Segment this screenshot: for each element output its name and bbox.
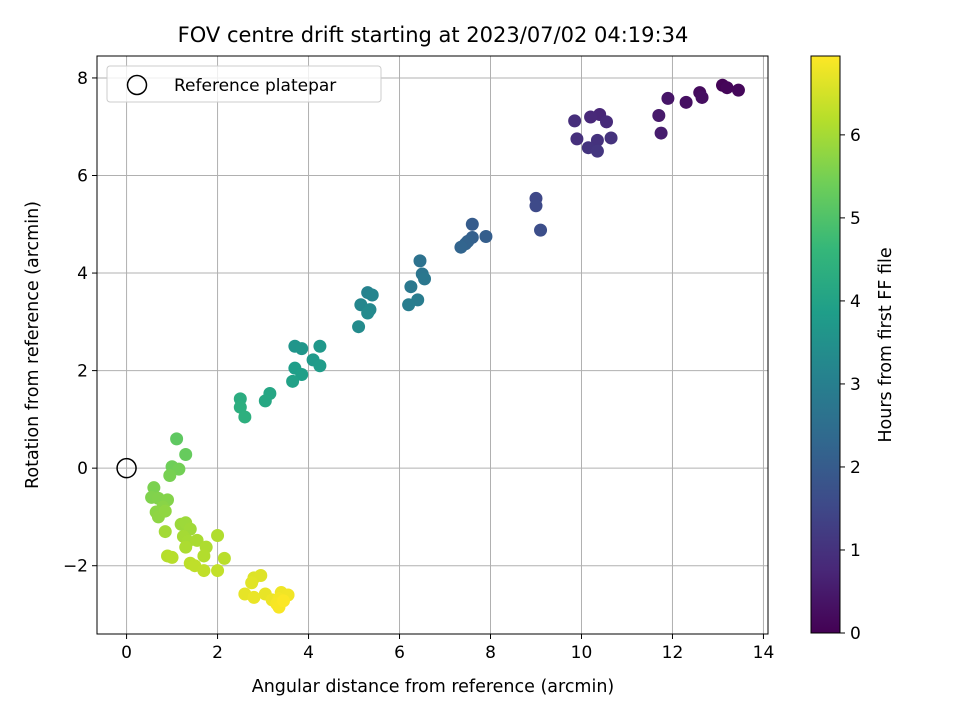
data-point [590, 133, 604, 147]
colorbar-gradient-bar [810, 55, 841, 634]
data-point [654, 126, 668, 140]
data-point [211, 528, 225, 542]
x-tick-label: 14 [753, 643, 775, 663]
data-point [402, 298, 416, 312]
data-point [254, 568, 268, 582]
data-point [568, 114, 582, 128]
colorbar-ticks: 0 1 2 3 4 5 6 [840, 126, 861, 644]
data-point [190, 533, 204, 547]
data-point [679, 95, 693, 109]
x-tick-label: 0 [121, 643, 132, 663]
x-tick-label: 10 [571, 643, 593, 663]
data-point [277, 594, 291, 608]
data-point [661, 91, 675, 105]
x-tick-label: 2 [212, 643, 223, 663]
x-tick-label: 8 [485, 643, 496, 663]
data-point [165, 550, 179, 564]
data-point [238, 410, 252, 424]
data-point [418, 272, 432, 286]
data-point [352, 320, 366, 334]
colorbar-tick-label: 0 [850, 624, 861, 644]
y-tick-label: 6 [77, 167, 88, 187]
data-point [413, 254, 427, 268]
data-point [172, 462, 186, 476]
data-point [529, 199, 543, 213]
data-point [600, 115, 614, 129]
plot-frame [96, 55, 769, 635]
reference-platepar-point [116, 457, 137, 479]
colorbar-tick-label: 4 [850, 292, 861, 312]
data-point [454, 240, 468, 254]
data-point [147, 481, 161, 495]
data-point [179, 448, 193, 462]
data-point [479, 229, 493, 243]
data-point [295, 342, 309, 356]
y-tick-label: 0 [77, 459, 88, 479]
colorbar-tick-label: 1 [850, 541, 861, 561]
x-axis-label: Angular distance from reference (arcmin) [252, 677, 615, 697]
data-point [313, 359, 327, 373]
x-tick-label: 12 [662, 643, 684, 663]
data-point [247, 590, 261, 604]
data-point [197, 549, 211, 563]
y-axis-ticks: −2 0 2 4 6 8 [63, 69, 97, 577]
data-point [465, 217, 479, 231]
chart-title: FOV centre drift starting at 2023/07/02 … [178, 23, 689, 47]
y-tick-label: 4 [77, 264, 88, 284]
data-point [652, 109, 666, 123]
reference-marker [116, 457, 137, 479]
data-point [295, 368, 309, 382]
x-tick-label: 6 [394, 643, 405, 663]
legend-marker-icon [126, 74, 148, 96]
data-point [720, 81, 734, 95]
colorbar: 0 1 2 3 4 5 6 Hours from first FF file [810, 55, 896, 644]
data-point [211, 564, 225, 578]
y-tick-label: 2 [77, 362, 88, 382]
data-point [245, 576, 259, 590]
data-point [361, 306, 375, 320]
y-axis-label: Rotation from reference (arcmin) [23, 201, 43, 489]
colorbar-label: Hours from first FF file [876, 247, 896, 442]
data-point [584, 110, 598, 124]
plot-area: 0 2 4 6 8 10 12 14 −2 0 2 4 6 8 [63, 55, 774, 663]
data-point [404, 280, 418, 294]
data-point [695, 90, 709, 104]
data-point [197, 564, 211, 578]
data-point [258, 394, 272, 408]
data-point [179, 540, 193, 554]
data-point [158, 504, 172, 518]
data-point [731, 83, 745, 97]
legend: Reference platepar [106, 65, 382, 103]
y-tick-label: 8 [77, 69, 88, 89]
y-tick-label: −2 [63, 557, 88, 577]
data-point [170, 432, 184, 446]
plot-background [97, 56, 768, 634]
x-tick-label: 4 [303, 643, 314, 663]
scatter-points [145, 78, 745, 614]
data-point [570, 132, 584, 146]
data-point [217, 551, 231, 565]
data-point [313, 339, 327, 353]
grid [97, 56, 768, 634]
data-point [604, 131, 618, 145]
data-point [163, 468, 177, 482]
data-point [158, 525, 172, 539]
data-point [286, 374, 300, 388]
legend-box [106, 65, 382, 103]
data-point [590, 144, 604, 158]
colorbar-tick-label: 5 [850, 209, 861, 229]
data-point [534, 223, 548, 237]
colorbar-tick-label: 3 [850, 375, 861, 395]
colorbar-tick-label: 6 [850, 126, 861, 146]
x-axis-ticks: 0 2 4 6 8 10 12 14 [121, 634, 774, 663]
legend-label: Reference platepar [174, 76, 336, 96]
data-point [233, 400, 247, 414]
data-point [365, 288, 379, 302]
colorbar-tick-label: 2 [850, 458, 861, 478]
